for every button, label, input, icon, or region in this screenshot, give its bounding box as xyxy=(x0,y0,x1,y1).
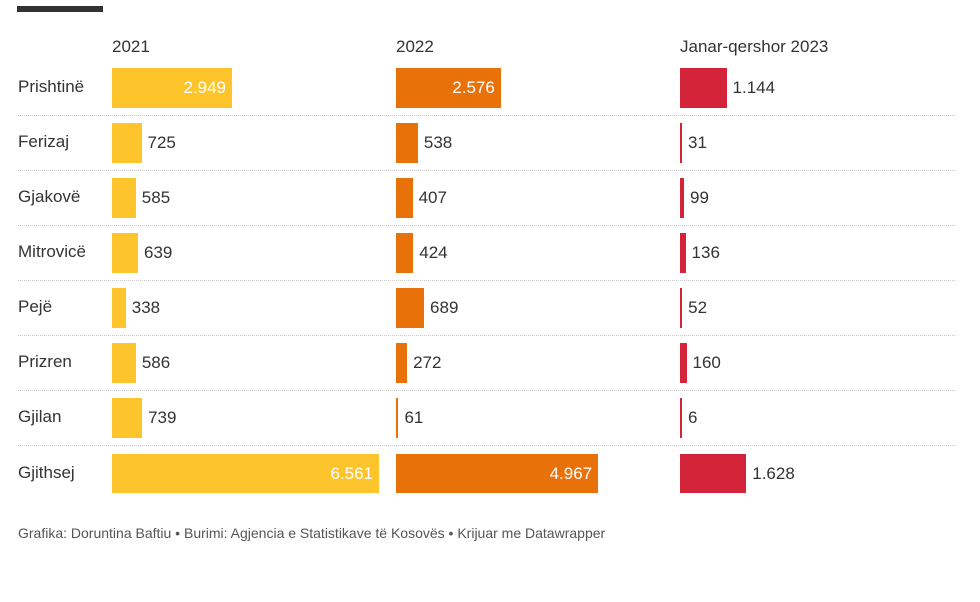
source-footer: Grafika: Doruntina Baftiu • Burimi: Agje… xyxy=(18,525,606,541)
value-label: 407 xyxy=(418,188,447,207)
row-separator xyxy=(18,280,955,281)
row-label-mitrovicë: Mitrovicë xyxy=(18,242,87,261)
bar-gjilan-3 xyxy=(680,398,682,438)
row-label-ferizaj: Ferizaj xyxy=(18,132,70,151)
bar-gjakovë-1 xyxy=(112,178,136,218)
value-label: 4.967 xyxy=(549,463,593,483)
value-label: 2.576 xyxy=(452,78,495,97)
value-label: 538 xyxy=(423,133,453,152)
bar-prishtinë-3 xyxy=(680,68,727,108)
value-label: 639 xyxy=(144,243,173,262)
column-header-2: 2022 xyxy=(396,37,434,56)
bar-prishtinë-2 xyxy=(396,68,501,108)
bar-gjakovë-3 xyxy=(680,178,685,218)
bar-gjilan-2 xyxy=(396,398,399,438)
row-separator xyxy=(18,170,955,171)
bar-gjithsej-2 xyxy=(396,454,599,493)
bar-prishtinë-1 xyxy=(112,68,232,108)
value-label: 725 xyxy=(147,133,176,152)
row-label-pejë: Pejë xyxy=(18,297,53,316)
value-label: 99 xyxy=(690,188,709,207)
bar-ferizaj-2 xyxy=(396,123,418,163)
value-label: 739 xyxy=(148,408,177,427)
bar-mitrovicë-2 xyxy=(396,233,414,273)
value-label: 1.144 xyxy=(732,78,776,97)
value-label: 61 xyxy=(404,408,424,427)
row-label-gjakovë: Gjakovë xyxy=(18,187,81,206)
bar-ferizaj-1 xyxy=(112,123,142,163)
row-label-gjithsej: Gjithsej xyxy=(18,462,75,482)
bar-prizren-1 xyxy=(112,343,136,383)
bar-prizren-3 xyxy=(680,343,687,383)
value-label: 338 xyxy=(131,298,161,317)
bar-gjakovë-2 xyxy=(396,178,413,218)
row-label-prizren: Prizren xyxy=(18,352,72,371)
row-separator xyxy=(18,390,955,391)
row-separator xyxy=(18,225,955,226)
value-label: 2.949 xyxy=(183,78,227,97)
value-label: 272 xyxy=(413,353,442,372)
bar-mitrovicë-1 xyxy=(112,233,138,273)
value-label: 52 xyxy=(688,298,708,317)
row-label-prishtinë: Prishtinë xyxy=(18,77,85,96)
column-header-1: 2021 xyxy=(112,37,150,56)
bar-pejë-1 xyxy=(112,288,126,328)
row-separator xyxy=(18,335,955,336)
bar-gjithsej-1 xyxy=(112,454,379,493)
bar-gjithsej-3 xyxy=(680,454,747,493)
value-label: 6 xyxy=(688,408,698,427)
row-separator xyxy=(18,445,955,446)
bar-pejë-3 xyxy=(680,288,683,328)
value-label: 136 xyxy=(691,243,720,262)
row-separator xyxy=(18,115,955,116)
value-label: 160 xyxy=(692,353,721,372)
bar-gjilan-1 xyxy=(112,398,143,438)
value-label: 586 xyxy=(141,353,171,372)
value-label: 6.561 xyxy=(330,463,373,483)
bar-pejë-2 xyxy=(396,288,425,328)
value-label: 585 xyxy=(141,188,171,207)
bar-mitrovicë-3 xyxy=(680,233,686,273)
column-header-3: Janar-qershor 2023 xyxy=(680,37,829,56)
value-label: 1.628 xyxy=(752,463,795,483)
value-label: 689 xyxy=(430,298,459,317)
row-label-gjilan: Gjilan xyxy=(18,407,62,426)
value-label: 424 xyxy=(419,243,448,262)
value-label: 31 xyxy=(688,133,707,152)
bar-ferizaj-3 xyxy=(680,123,682,163)
bar-prizren-2 xyxy=(396,343,408,383)
top-rule xyxy=(17,6,103,12)
